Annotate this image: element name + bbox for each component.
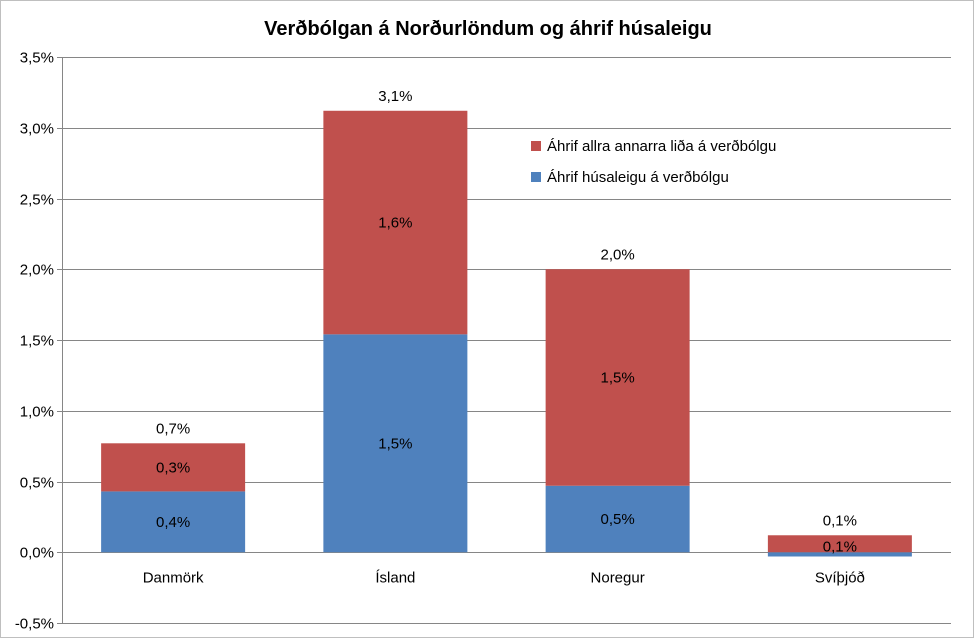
labels-layer: 0,4% 0,3% 0,7% Danmörk 1,5% 1,6% 3,1% Ísland 0,5… (143, 88, 865, 586)
y-tick-label: 1,0% (20, 404, 54, 421)
bar-segment-other (101, 443, 246, 492)
legend-swatch (531, 172, 541, 182)
bar-data-label: 0,4% (156, 514, 190, 531)
legend-label: Áhrif húsaleigu á verðbólgu (547, 169, 729, 186)
bar-data-label: 0,3% (156, 459, 190, 476)
y-tick-label: 2,5% (20, 192, 54, 209)
bar-data-label: 1,6% (378, 215, 412, 232)
x-category-label: Noregur (591, 569, 645, 586)
bar-segment-rent (767, 552, 912, 557)
legend: Áhrif allra annarra liða á verðbólgu Áhri… (531, 138, 776, 186)
bar-segment-other (545, 269, 690, 486)
y-tick-label: 3,0% (20, 121, 54, 138)
x-category-label: Danmörk (143, 569, 204, 586)
bar-total-label: 0,7% (156, 420, 190, 437)
bar-total-label: 3,1% (378, 88, 412, 105)
y-tick-label: -0,5% (15, 616, 54, 633)
y-tick-label: 3,5% (20, 50, 54, 67)
x-category-label: Ísland (375, 569, 415, 586)
chart-title: Verðbólgan á Norðurlöndum og áhrif húsal… (264, 18, 712, 40)
bar-total-label: 0,1% (823, 512, 857, 529)
y-tick-label: 1,5% (20, 333, 54, 350)
bar-segment-other (767, 535, 912, 553)
y-tick-label: 2,0% (20, 262, 54, 279)
legend-swatch (531, 141, 541, 151)
bar-total-label: 2,0% (601, 246, 635, 263)
x-category-label: Svíþjóð (815, 569, 865, 586)
bar-data-label: 1,5% (378, 435, 412, 452)
bar-segment-rent (323, 334, 468, 553)
bar-data-label: 0,5% (601, 511, 635, 528)
y-tick-label: 0,0% (20, 545, 54, 562)
grid-layer: -0,5% 0,0% 0,5% 1,0% 1,5% 2,0% 2,5% 3,0% 3,5% (15, 50, 951, 633)
bar-segment-rent (545, 485, 690, 553)
bar-segment-other (323, 110, 468, 335)
bars-layer (101, 110, 912, 557)
bar-data-label: 1,5% (601, 369, 635, 386)
bar-segment-rent (101, 491, 246, 553)
bar-data-label: 0,1% (823, 538, 857, 555)
y-tick-label: 0,5% (20, 475, 54, 492)
legend-label: Áhrif allra annarra liða á verðbólgu (547, 138, 776, 155)
